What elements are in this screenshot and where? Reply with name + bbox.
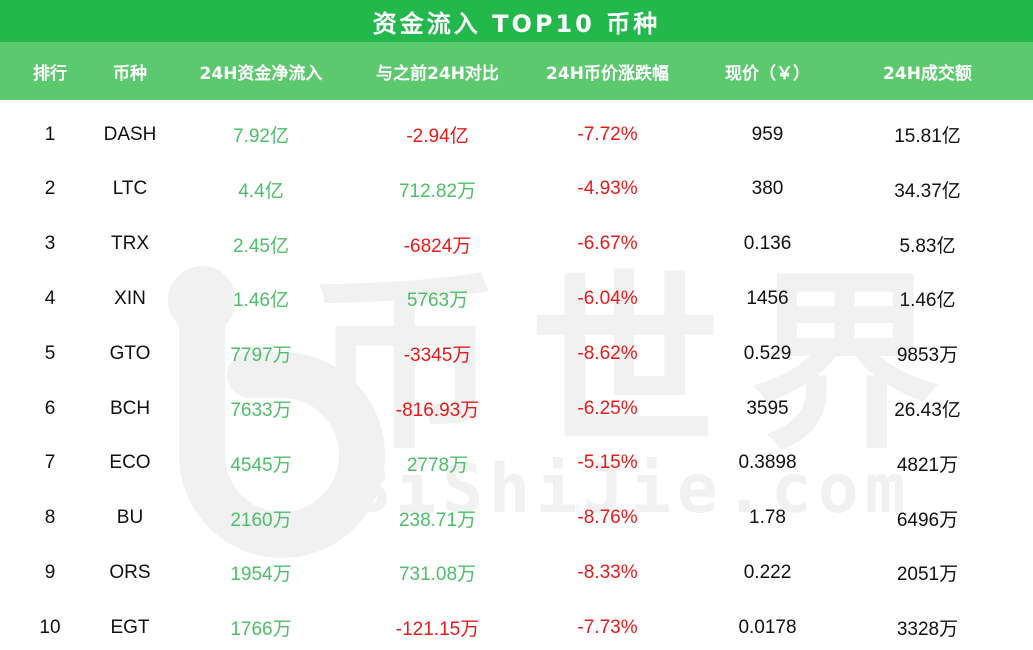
cell-inflow: 7.92亿 [233,126,289,147]
cell-change: -7.73% [577,616,638,638]
table-body: 币世界 BiShiJie.com 1 DASH 7.92亿 -2.94亿 -7.72% 9… [0,100,1033,650]
cell-coin: GTO [109,342,151,364]
table-row: 8 BU 2160万 238.71万 -8.76% 1.78 6496万 [0,491,1033,546]
cell-inflow: 4.4亿 [238,180,284,202]
cell-inflow: 7797万 [230,345,292,367]
table-row: 6 BCH 7633万 -816.93万 -6.25% 3595 26.43亿 [0,381,1033,436]
cell-rank: 2 [44,178,56,200]
cell-price: 380 [751,178,784,200]
cell-rank: 1 [44,123,56,145]
header-coin: 币种 [113,63,147,84]
cell-coin: ECO [109,452,151,474]
cell-coin: XIN [114,287,146,309]
cell-price: 0.3898 [738,452,797,474]
cell-volume: 2051万 [896,564,959,586]
table-row: 2 LTC 4.4亿 712.82万 -4.93% 380 34.37亿 [0,162,1033,217]
cell-price: 0.136 [743,233,792,255]
cell-rank: 6 [44,397,56,419]
cell-volume: 15.81亿 [894,126,961,147]
cell-volume: 4821万 [896,454,959,476]
cell-compare: 731.08万 [398,564,477,586]
cell-price: 0.0178 [738,616,797,638]
cell-inflow: 2.45亿 [233,235,289,257]
cell-change: -6.67% [577,233,638,255]
table-header: 排行 币种 24H资金净流入 与之前24H对比 24H币价涨跌幅 现价（￥） 2… [0,42,1033,100]
header-compare: 与之前24H对比 [376,63,499,84]
header-price: 现价（￥） [725,63,810,84]
cell-compare: 712.82万 [398,180,477,202]
cell-change: -6.04% [577,287,638,309]
cell-inflow: 1.46亿 [233,290,289,312]
cell-rank: 8 [44,507,56,529]
table-row: 1 DASH 7.92亿 -2.94亿 -7.72% 959 15.81亿 [0,107,1033,162]
cell-compare: 5763万 [406,290,469,312]
cell-compare: -3345万 [403,345,472,367]
cell-inflow: 1954万 [230,564,292,586]
cell-inflow: 4545万 [230,454,292,476]
cell-compare: -121.15万 [395,619,480,641]
cell-volume: 1.46亿 [899,290,956,312]
cell-price: 1456 [746,287,789,309]
cell-coin: DASH [103,123,157,145]
cell-inflow: 2160万 [230,509,292,531]
cell-coin: TRX [111,233,149,255]
cell-coin: BU [116,507,144,529]
cell-change: -6.25% [577,397,638,419]
cell-compare: 238.71万 [398,509,477,531]
cell-change: -4.93% [577,178,638,200]
cell-change: -8.62% [577,342,638,364]
table-row: 5 GTO 7797万 -3345万 -8.62% 0.529 9853万 [0,326,1033,381]
table-row: 9 ORS 1954万 731.08万 -8.33% 0.222 2051万 [0,545,1033,600]
cell-coin: BCH [109,397,151,419]
cell-change: -8.33% [577,561,638,583]
cell-rank: 3 [44,233,56,255]
header-change: 24H币价涨跌幅 [546,63,669,84]
cell-price: 0.222 [743,561,792,583]
cell-change: -7.72% [577,123,638,145]
cell-price: 0.529 [743,342,792,364]
cell-inflow: 1766万 [230,619,292,641]
cell-rank: 5 [44,342,56,364]
table-row: 3 TRX 2.45亿 -6824万 -6.67% 0.136 5.83亿 [0,217,1033,272]
cell-price: 959 [751,123,784,145]
table-row: 4 XIN 1.46亿 5763万 -6.04% 1456 1.46亿 [0,271,1033,326]
cell-compare: -6824万 [403,235,472,257]
cell-rank: 7 [44,452,56,474]
page-title: 资金流入 TOP10 币种 [0,0,1033,42]
cell-change: -5.15% [577,452,638,474]
cell-rank: 9 [44,561,56,583]
cell-change: -8.76% [577,507,638,529]
cell-volume: 26.43亿 [894,400,961,421]
cell-rank: 4 [44,287,56,309]
table-row: 10 EGT 1766万 -121.15万 -7.73% 0.0178 3328万 [0,600,1033,650]
cell-volume: 6496万 [896,509,959,531]
cell-volume: 34.37亿 [894,180,961,202]
cell-coin: EGT [110,616,150,638]
cell-coin: ORS [109,561,151,583]
cell-volume: 5.83亿 [899,235,956,257]
cell-price: 3595 [746,397,789,419]
header-inflow: 24H资金净流入 [199,63,323,84]
cell-price: 1.78 [749,507,786,529]
cell-volume: 3328万 [896,619,959,641]
header-rank: 排行 [33,63,67,84]
cell-compare: 2778万 [406,454,469,476]
cell-compare: -2.94亿 [406,126,469,147]
cell-coin: LTC [112,178,148,200]
header-volume: 24H成交额 [883,63,972,84]
cell-volume: 9853万 [896,345,959,367]
cell-inflow: 7633万 [230,400,292,421]
table-row: 7 ECO 4545万 2778万 -5.15% 0.3898 4821万 [0,436,1033,491]
cell-rank: 10 [39,616,61,638]
cell-compare: -816.93万 [395,400,480,421]
